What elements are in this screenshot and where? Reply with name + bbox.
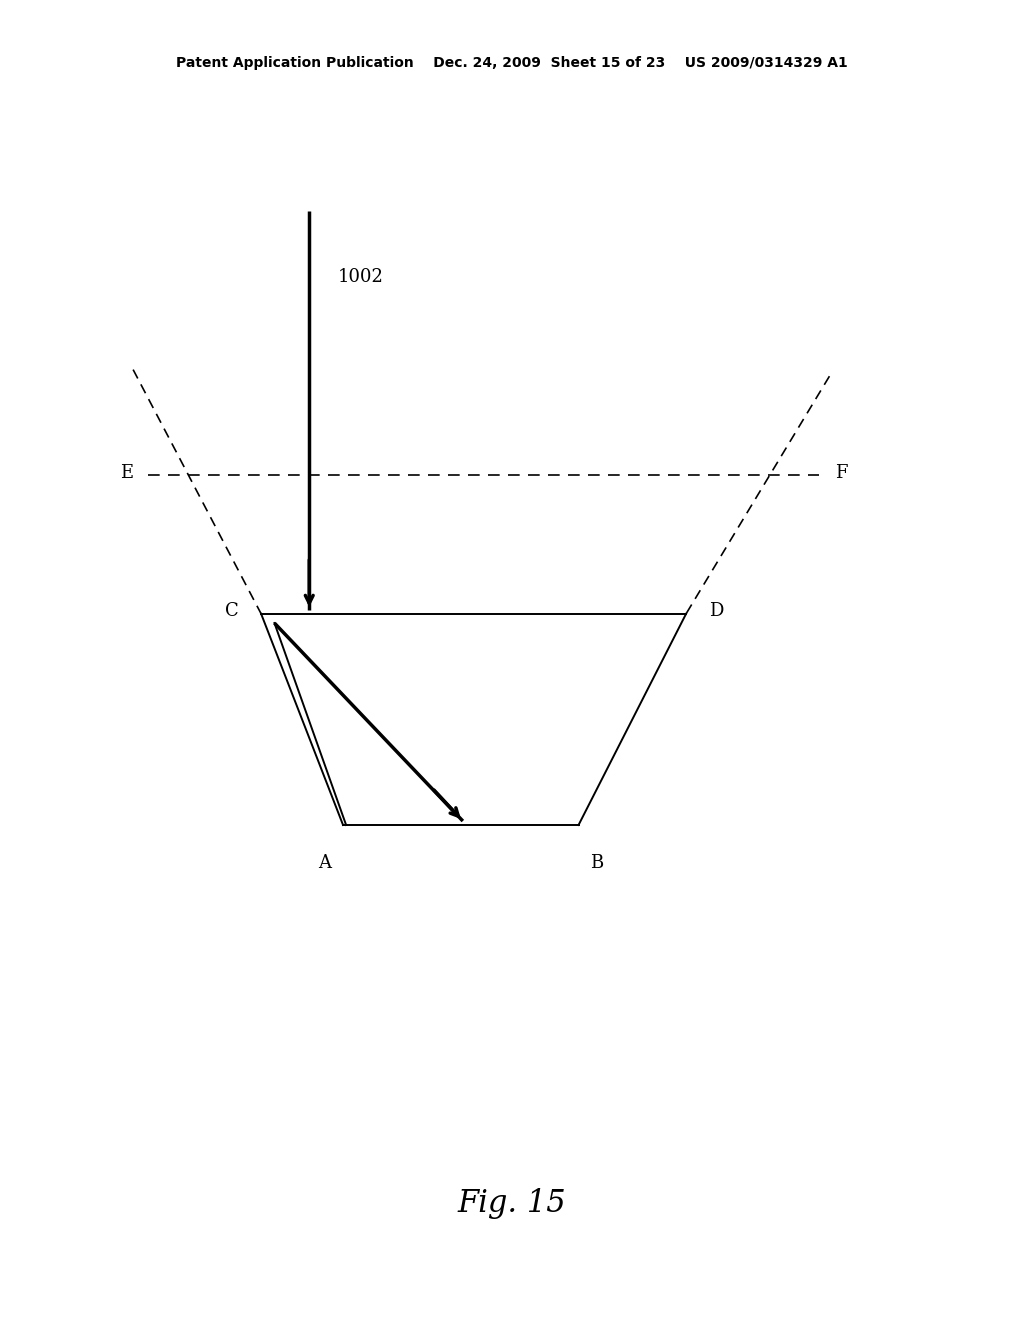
Text: Fig. 15: Fig. 15 — [458, 1188, 566, 1220]
Text: 1002: 1002 — [338, 268, 384, 286]
Text: C: C — [225, 602, 239, 620]
Text: E: E — [120, 463, 133, 482]
Text: A: A — [318, 854, 331, 873]
Text: Patent Application Publication    Dec. 24, 2009  Sheet 15 of 23    US 2009/03143: Patent Application Publication Dec. 24, … — [176, 57, 848, 70]
Text: D: D — [709, 602, 723, 620]
Text: B: B — [591, 854, 603, 873]
Text: F: F — [835, 463, 847, 482]
